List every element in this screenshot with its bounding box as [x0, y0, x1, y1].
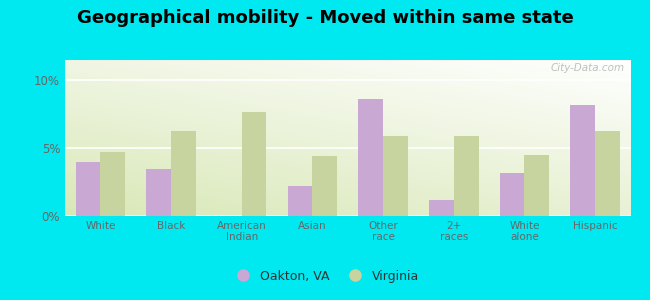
Bar: [383, 136, 408, 216]
Bar: [146, 169, 171, 216]
Bar: [571, 105, 595, 216]
Bar: [288, 186, 313, 216]
Bar: [313, 156, 337, 216]
Bar: [75, 162, 100, 216]
Text: Geographical mobility - Moved within same state: Geographical mobility - Moved within sam…: [77, 9, 573, 27]
Bar: [595, 130, 620, 216]
Bar: [525, 155, 549, 216]
Bar: [429, 200, 454, 216]
Bar: [500, 172, 525, 216]
Bar: [100, 152, 125, 216]
Bar: [358, 99, 383, 216]
Bar: [171, 130, 196, 216]
Text: City-Data.com: City-Data.com: [551, 63, 625, 73]
Bar: [242, 112, 266, 216]
Legend: Oakton, VA, Virginia: Oakton, VA, Virginia: [226, 265, 424, 288]
Bar: [454, 136, 478, 216]
